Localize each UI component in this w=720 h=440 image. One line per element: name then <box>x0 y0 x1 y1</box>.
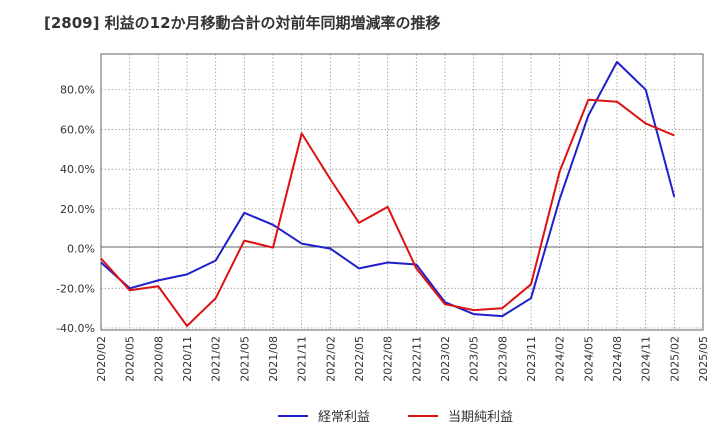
x-tick-label: 2023/11 <box>525 336 538 382</box>
x-tick-label: 2021/11 <box>296 336 309 382</box>
y-tick-label: 20.0% <box>60 203 95 216</box>
plot-frame <box>100 53 704 331</box>
x-tick-label: 2020/11 <box>181 336 194 382</box>
legend-label-2: 当期純利益 <box>448 410 513 425</box>
x-tick-label: 2021/08 <box>267 336 280 382</box>
legend-label-1: 経常利益 <box>318 410 370 425</box>
x-tick-label: 2025/02 <box>668 336 681 382</box>
x-tick-label: 2020/08 <box>152 336 165 382</box>
x-tick-label: 2025/05 <box>697 336 710 382</box>
x-tick-label: 2024/05 <box>582 336 595 382</box>
y-tick-label: 40.0% <box>60 163 95 176</box>
x-tick-label: 2020/02 <box>95 336 108 382</box>
x-tick-label: 2024/11 <box>640 336 653 382</box>
chart-title: [2809] 利益の12か月移動合計の対前年同期増減率の推移 <box>44 14 441 32</box>
x-tick-label: 2020/05 <box>124 336 137 382</box>
y-tick-label: -20.0% <box>56 282 95 295</box>
legend: 経常利益 当期純利益 <box>278 410 513 425</box>
x-tick-label: 2023/05 <box>468 336 481 382</box>
y-axis: -40.0% -20.0% 0.0% 20.0% 40.0% 60.0% 80.0% <box>56 84 95 335</box>
x-tick-label: 2024/08 <box>611 336 624 382</box>
y-tick-label: 0.0% <box>67 243 95 256</box>
series-line-1 <box>100 60 676 318</box>
y-tick-label: 80.0% <box>60 84 95 97</box>
x-axis: 2020/02 2020/05 2020/08 2020/11 2021/02 2021/… <box>95 336 710 382</box>
x-tick-label: 2023/08 <box>496 336 509 382</box>
x-tick-label: 2022/05 <box>353 336 366 382</box>
y-tick-label: 60.0% <box>60 123 95 136</box>
x-tick-label: 2024/02 <box>554 336 567 382</box>
x-tick-label: 2023/02 <box>439 336 452 382</box>
x-tick-label: 2022/11 <box>410 336 423 382</box>
x-tick-label: 2022/02 <box>324 336 337 382</box>
series-layer <box>100 60 676 327</box>
x-tick-label: 2021/02 <box>210 336 223 382</box>
x-tick-label: 2021/05 <box>238 336 251 382</box>
x-tick-label: 2022/08 <box>382 336 395 382</box>
series-line-2 <box>100 98 675 327</box>
y-tick-label: -40.0% <box>56 322 95 335</box>
